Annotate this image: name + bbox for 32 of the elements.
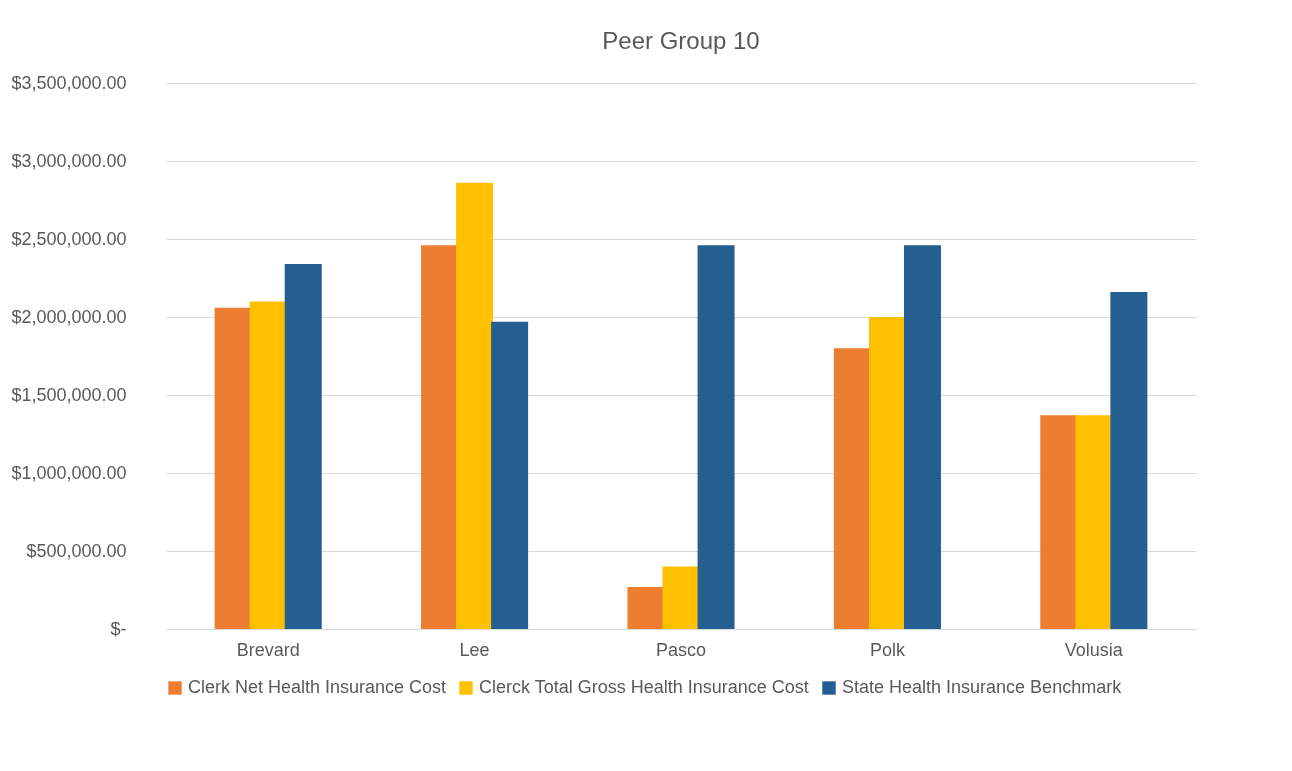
bar	[662, 566, 700, 629]
y-tick-label: $2,000,000.00	[11, 306, 127, 327]
bar	[903, 245, 941, 629]
x-tick-label: Lee	[459, 639, 490, 660]
bar	[214, 307, 252, 629]
bar	[456, 182, 494, 629]
legend-label: State Health Insurance Benchmark	[842, 677, 1123, 697]
bar	[421, 245, 459, 629]
bar	[833, 348, 871, 629]
y-tick-label: $1,500,000.00	[11, 384, 127, 405]
y-tick-label: $-	[110, 618, 127, 639]
bar	[284, 263, 322, 629]
y-tick-label: $500,000.00	[26, 540, 127, 561]
bar	[868, 317, 906, 629]
legend-label: Clerck Total Gross Health Insurance Cost	[479, 677, 809, 697]
bar	[697, 245, 735, 629]
x-tick-label: Volusia	[1064, 639, 1124, 660]
bar	[1110, 292, 1148, 629]
bar	[491, 321, 529, 629]
bar	[1075, 415, 1113, 629]
legend-label: Clerk Net Health Insurance Cost	[188, 677, 447, 697]
chart-title: Peer Group 10	[602, 27, 760, 54]
y-tick-label: $1,000,000.00	[11, 462, 127, 483]
y-tick-label: $3,000,000.00	[11, 150, 127, 171]
x-tick-label: Brevard	[236, 639, 300, 660]
y-tick-label: $2,500,000.00	[11, 228, 127, 249]
bar	[249, 301, 287, 629]
y-tick-label: $3,500,000.00	[11, 72, 127, 93]
x-tick-label: Pasco	[655, 639, 707, 660]
bar	[1040, 415, 1078, 629]
x-tick-label: Polk	[869, 639, 906, 660]
bar	[627, 586, 665, 629]
